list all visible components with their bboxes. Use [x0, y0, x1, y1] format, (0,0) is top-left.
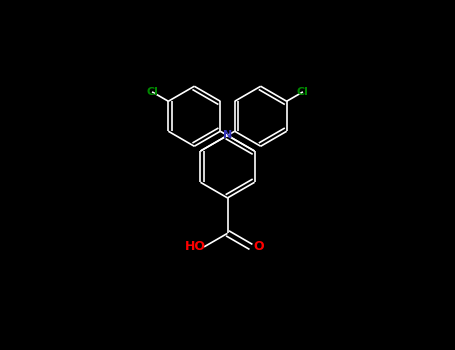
- Text: N: N: [223, 131, 232, 140]
- Text: Cl: Cl: [297, 87, 309, 97]
- Text: HO: HO: [185, 240, 206, 253]
- Text: Cl: Cl: [146, 87, 158, 97]
- Text: O: O: [253, 240, 264, 253]
